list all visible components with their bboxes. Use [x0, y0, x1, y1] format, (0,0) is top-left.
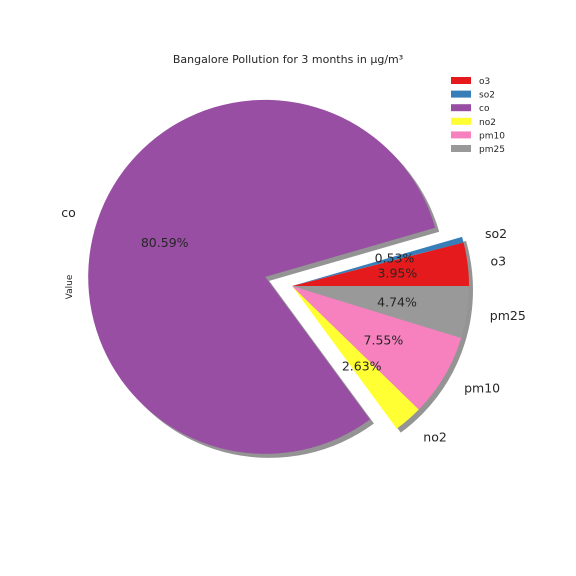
chart-title: Bangalore Pollution for 3 months in µg/m…: [173, 53, 403, 66]
legend-swatch-no2: [451, 118, 471, 125]
category-label-so2: so2: [485, 226, 507, 241]
y-axis-label: Value: [65, 274, 75, 299]
legend-label-pm10: pm10: [479, 131, 505, 141]
legend-swatch-pm10: [451, 131, 471, 138]
category-label-o3: o3: [491, 254, 507, 269]
legend-swatch-so2: [451, 91, 471, 98]
category-label-pm25: pm25: [490, 308, 526, 323]
category-label-pm10: pm10: [464, 381, 500, 396]
legend-label-o3: o3: [479, 77, 490, 87]
percent-label-pm25: 4.74%: [377, 294, 417, 309]
legend-swatch-co: [451, 104, 471, 111]
category-label-no2: no2: [423, 429, 447, 444]
percent-label-so2: 0.53%: [375, 251, 415, 266]
legend-swatch-pm25: [451, 145, 471, 152]
category-label-co: co: [61, 205, 76, 220]
percent-label-pm10: 7.55%: [364, 333, 404, 348]
legend: o3 so2 co no2 pm10 pm25: [451, 77, 505, 155]
legend-label-co: co: [479, 104, 490, 114]
percent-label-no2: 2.63%: [342, 359, 382, 374]
percent-label-co: 80.59%: [141, 235, 189, 250]
legend-label-no2: no2: [479, 118, 496, 128]
legend-label-so2: so2: [479, 91, 495, 101]
legend-label-pm25: pm25: [479, 145, 505, 155]
percent-label-o3: 3.95%: [378, 265, 418, 280]
legend-swatch-o3: [451, 77, 471, 84]
